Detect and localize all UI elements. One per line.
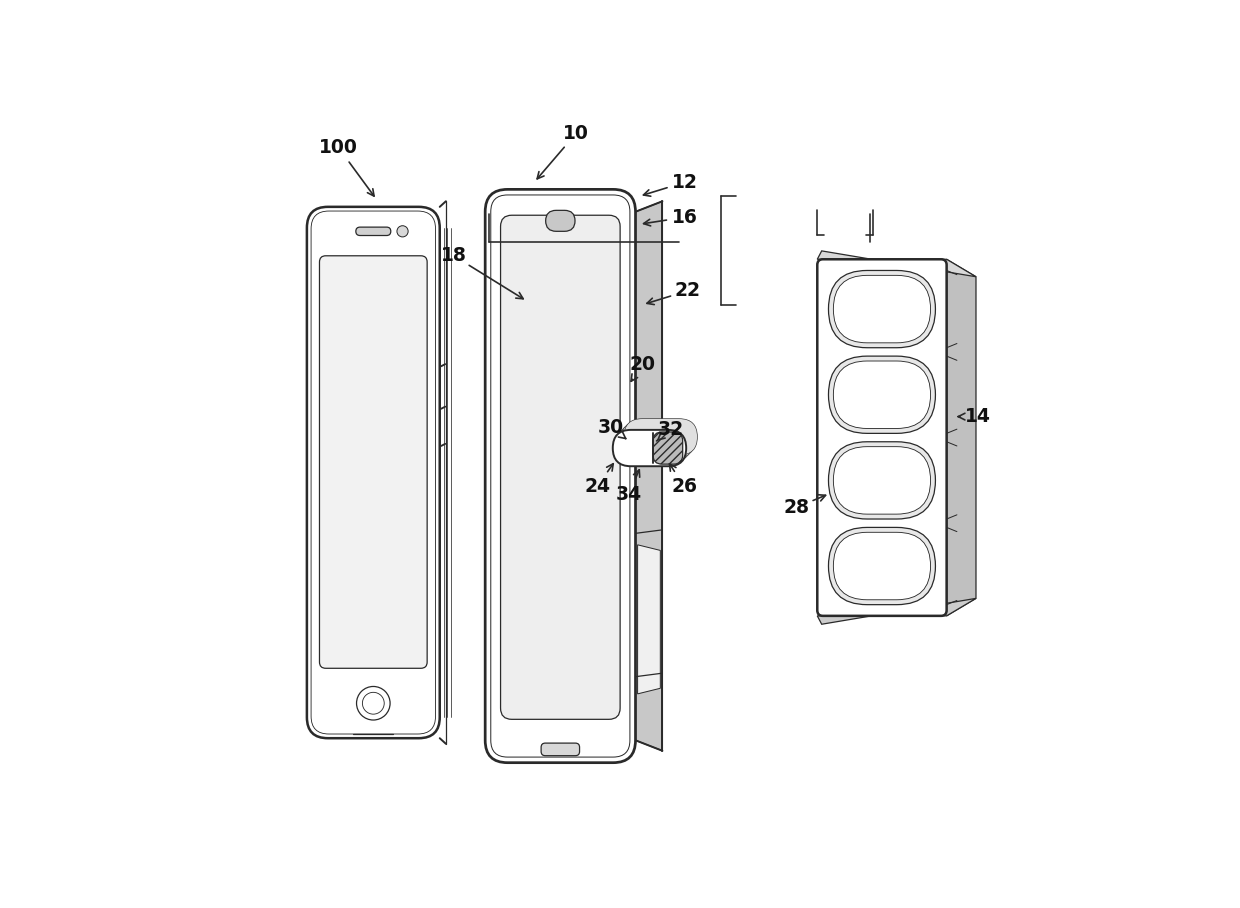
Text: 100: 100	[319, 138, 358, 157]
FancyBboxPatch shape	[546, 211, 575, 232]
FancyBboxPatch shape	[485, 190, 635, 763]
Polygon shape	[946, 260, 976, 616]
FancyBboxPatch shape	[541, 743, 579, 755]
FancyBboxPatch shape	[613, 429, 686, 466]
Text: 14: 14	[965, 407, 991, 426]
FancyBboxPatch shape	[501, 215, 620, 719]
FancyBboxPatch shape	[828, 271, 935, 348]
FancyBboxPatch shape	[833, 447, 930, 514]
FancyBboxPatch shape	[306, 207, 440, 738]
Text: 26: 26	[671, 477, 697, 496]
Text: 12: 12	[672, 173, 697, 192]
Text: 22: 22	[675, 281, 701, 301]
Circle shape	[397, 226, 408, 237]
Text: 32: 32	[657, 419, 683, 439]
FancyBboxPatch shape	[356, 227, 391, 235]
FancyBboxPatch shape	[621, 421, 694, 458]
FancyBboxPatch shape	[619, 424, 692, 460]
Text: 20: 20	[630, 355, 656, 374]
Text: 24: 24	[584, 477, 610, 496]
Text: 34: 34	[615, 486, 641, 505]
FancyBboxPatch shape	[828, 442, 935, 519]
FancyBboxPatch shape	[653, 432, 683, 464]
Polygon shape	[817, 251, 976, 277]
FancyBboxPatch shape	[320, 256, 427, 668]
Polygon shape	[817, 598, 976, 624]
Text: 28: 28	[784, 498, 810, 517]
Polygon shape	[637, 545, 661, 694]
FancyBboxPatch shape	[624, 419, 697, 455]
FancyBboxPatch shape	[828, 528, 935, 605]
Text: 30: 30	[598, 418, 624, 437]
Polygon shape	[635, 202, 662, 751]
FancyBboxPatch shape	[833, 532, 930, 600]
Text: 10: 10	[563, 123, 589, 143]
FancyBboxPatch shape	[615, 427, 689, 463]
Text: 18: 18	[440, 246, 466, 265]
FancyBboxPatch shape	[833, 275, 930, 343]
FancyBboxPatch shape	[833, 361, 930, 429]
Text: 16: 16	[672, 208, 697, 227]
FancyBboxPatch shape	[828, 356, 935, 433]
FancyBboxPatch shape	[817, 260, 946, 616]
